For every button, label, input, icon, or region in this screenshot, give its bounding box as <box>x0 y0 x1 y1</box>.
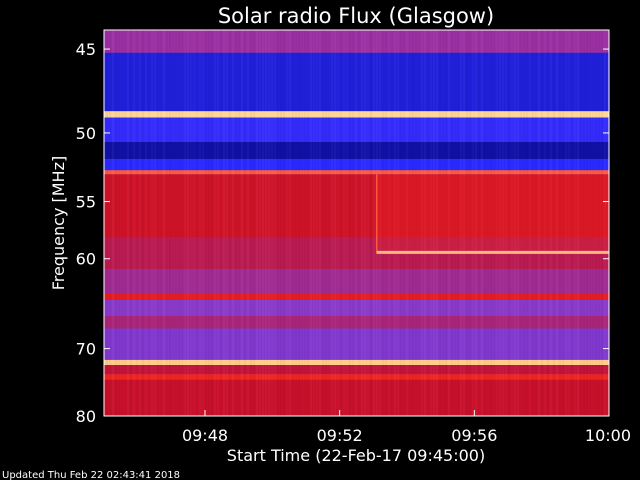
band-12 <box>104 315 609 329</box>
band-5 <box>104 159 609 171</box>
band-13 <box>104 328 609 360</box>
band-17 <box>104 379 609 416</box>
x-axis: 09:48 09:52 09:56 10:00 <box>182 410 631 445</box>
y-tick-label-45: 45 <box>76 40 96 59</box>
y-axis: 45 50 55 60 70 80 <box>76 40 609 426</box>
y-tick-label-55: 55 <box>76 193 96 212</box>
x-tick-label-0: 09:48 <box>182 426 228 445</box>
band-0 <box>104 30 609 53</box>
y-tick-label-50: 50 <box>76 124 96 143</box>
band-9 <box>104 269 609 294</box>
band-15 <box>104 365 609 375</box>
chart-title: Solar radio Flux (Glasgow) <box>218 4 494 28</box>
x-tick-label-1: 09:52 <box>317 426 363 445</box>
y-tick-label-60: 60 <box>76 250 96 269</box>
band-7 <box>104 174 609 238</box>
x-tick-label-2: 09:56 <box>451 426 497 445</box>
band-11 <box>104 299 609 316</box>
x-tick-label-3: 10:00 <box>585 426 631 445</box>
band-3 <box>104 117 609 142</box>
band-16 <box>104 374 609 380</box>
band-1 <box>104 52 609 112</box>
updated-timestamp: Updated Thu Feb 22 02:43:41 2018 <box>2 470 180 480</box>
y-tick-label-70: 70 <box>76 340 96 359</box>
plot-area <box>104 30 609 416</box>
band-4 <box>104 141 609 160</box>
y-tick-label-80: 80 <box>76 407 96 426</box>
plot-frame <box>103 29 610 417</box>
band-14 <box>104 359 609 366</box>
band-2 <box>104 111 609 118</box>
feature-region <box>376 174 609 254</box>
band-6 <box>104 170 609 175</box>
band-10 <box>104 293 609 300</box>
y-axis-label: Frequency [MHz] <box>49 156 68 290</box>
x-axis-label: Start Time (22-Feb-17 09:45:00) <box>227 446 485 465</box>
